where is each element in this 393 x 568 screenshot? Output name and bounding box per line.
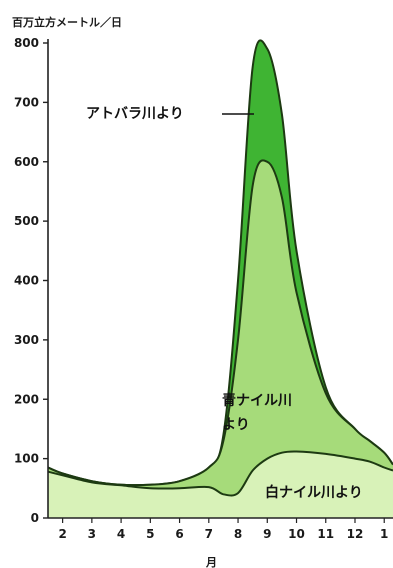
x-tick-label: 9 xyxy=(263,527,271,541)
annotation-blue-nile-line1: 青ナイル川 xyxy=(222,392,292,409)
x-axis-label: 月 xyxy=(205,556,217,568)
y-axis-unit-label: 百万立方メートル／日 xyxy=(12,15,122,29)
annotation-white-nile: 白ナイル川より xyxy=(265,484,363,501)
y-tick-label: 300 xyxy=(14,333,39,347)
series-line-0 xyxy=(47,450,393,497)
x-tick-label: 10 xyxy=(288,527,305,541)
y-tick-label: 800 xyxy=(14,36,39,50)
y-tick-label: 600 xyxy=(14,155,39,169)
y-tick-label: 500 xyxy=(14,214,39,228)
x-tick-label: 7 xyxy=(205,527,213,541)
x-tick-label: 2 xyxy=(58,527,66,541)
y-tick-label: 200 xyxy=(14,392,39,406)
annotation-blue-nile-line2: より xyxy=(222,417,250,433)
x-tick-label: 11 xyxy=(317,527,334,541)
area-series-0 xyxy=(48,451,393,518)
x-tick-label: 4 xyxy=(117,527,125,541)
x-tick-label: 1 xyxy=(380,527,388,541)
chart-axes: 0 100 200 300 400 500 600 700 800 2 3 4 5 6 7 8 9 10 11 12 1 xyxy=(14,36,393,541)
x-tick-label: 3 xyxy=(88,527,96,541)
x-tick-label: 8 xyxy=(234,527,242,541)
y-tick-label: 100 xyxy=(14,452,39,466)
y-tick-label: 700 xyxy=(14,95,39,109)
x-tick-label: 6 xyxy=(175,527,183,541)
chart-areas xyxy=(47,39,393,519)
area-series-1 xyxy=(48,160,393,518)
x-tick-label: 5 xyxy=(146,527,154,541)
y-tick-label: 0 xyxy=(31,511,39,525)
annotation-atbara: アトバラ川より xyxy=(86,106,184,122)
y-tick-label: 400 xyxy=(14,274,39,288)
x-tick-label: 12 xyxy=(347,527,364,541)
